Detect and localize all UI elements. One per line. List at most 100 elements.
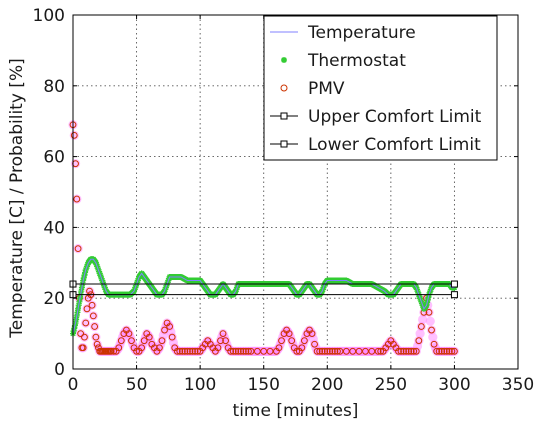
pmv-point xyxy=(219,330,227,338)
pmv-point xyxy=(326,347,334,355)
pmv-point xyxy=(298,344,306,352)
legend-item: Upper Comfort Limit xyxy=(270,107,482,127)
x-tick-label: 150 xyxy=(247,375,279,395)
pmv-point xyxy=(128,337,135,345)
legend-swatch-square xyxy=(280,140,288,148)
legend-label: Lower Comfort Limit xyxy=(308,135,481,155)
pmv-point xyxy=(311,340,318,348)
pmv-halo-point xyxy=(425,316,435,326)
pmv-point xyxy=(91,323,99,330)
x-tick-label: 350 xyxy=(502,375,534,395)
pmv-point xyxy=(133,347,140,355)
pmv-point xyxy=(74,245,82,253)
pmv-point xyxy=(331,347,339,355)
pmv-point xyxy=(178,347,186,355)
pmv-point xyxy=(189,347,196,355)
x-tick-label: 100 xyxy=(184,375,216,395)
pmv-point xyxy=(191,347,199,355)
pmv-point xyxy=(166,323,174,330)
legend: Temperature Thermostat PMV Upper Comfort Li… xyxy=(263,15,498,161)
pmv-point xyxy=(145,333,153,341)
y-axis-title: Temperature [C] / Probability [%] xyxy=(7,58,27,338)
pmv-point xyxy=(82,319,90,327)
pmv-point xyxy=(430,340,438,348)
pmv-point xyxy=(92,333,100,341)
pmv-point xyxy=(161,326,168,334)
pmv-point xyxy=(140,337,148,345)
pmv-point xyxy=(301,337,308,345)
pmv-point xyxy=(125,330,133,338)
pmv-point xyxy=(239,347,247,355)
pmv-point xyxy=(217,337,224,345)
legend-box xyxy=(263,15,498,161)
y-tick-label: 80 xyxy=(43,77,65,97)
pmv-point xyxy=(374,347,382,355)
pmv-point xyxy=(266,347,274,355)
x-tick-label: 250 xyxy=(375,375,407,395)
pmv-point xyxy=(232,347,240,355)
legend-item: Lower Comfort Limit xyxy=(270,135,481,155)
pmv-point xyxy=(435,347,443,355)
pmv-point xyxy=(176,347,184,355)
y-tick-label: 40 xyxy=(43,218,65,238)
pmv-point xyxy=(194,347,202,355)
pmv-point xyxy=(237,347,245,355)
pmv-point xyxy=(425,308,433,316)
pmv-point xyxy=(77,330,85,338)
pmv-series xyxy=(69,121,458,355)
pmv-point xyxy=(227,347,235,355)
pmv-halo-point xyxy=(428,332,438,342)
pmv-point xyxy=(368,347,376,355)
pmv-point xyxy=(397,347,405,355)
pmv-point xyxy=(445,347,453,355)
pmv-point xyxy=(115,344,123,352)
pmv-point xyxy=(214,344,222,352)
pmv-point xyxy=(107,347,115,355)
pmv-point xyxy=(318,347,326,355)
pmv-point xyxy=(334,347,341,355)
pmv-point xyxy=(173,347,181,355)
axes-box xyxy=(72,14,519,370)
pmv-point xyxy=(242,347,250,355)
pmv-point xyxy=(443,347,451,355)
legend-swatch-circle xyxy=(280,84,288,92)
pmv-point xyxy=(321,347,329,355)
pmv-point xyxy=(184,347,191,355)
legend-swatch-star xyxy=(281,57,287,63)
pmv-point xyxy=(110,347,118,355)
legend-label: Upper Comfort Limit xyxy=(308,107,482,127)
pmv-point xyxy=(253,347,261,355)
pmv-point xyxy=(355,347,363,355)
pmv-point xyxy=(229,347,237,355)
pmv-point xyxy=(433,347,441,355)
x-tick-label: 300 xyxy=(438,375,470,395)
pmv-point xyxy=(222,337,229,345)
pmv-point xyxy=(275,344,283,352)
pmv-point xyxy=(400,347,407,355)
x-axis-title: time [minutes] xyxy=(233,401,359,421)
legend-swatch-square xyxy=(280,112,288,120)
pmv-point xyxy=(402,347,410,355)
legend-label: Thermostat xyxy=(307,51,406,71)
pmv-point xyxy=(79,344,87,352)
pmv-point xyxy=(448,347,456,355)
pmv-point xyxy=(168,333,176,341)
pmv-point xyxy=(349,347,357,355)
pmv-point xyxy=(293,347,301,355)
y-tick-label: 100 xyxy=(33,6,65,26)
pmv-point xyxy=(412,347,420,355)
pmv-point xyxy=(83,305,91,313)
pmv-point xyxy=(407,347,415,355)
pmv-point xyxy=(451,347,458,355)
pmv-point xyxy=(410,347,418,355)
pmv-point xyxy=(117,337,125,345)
pmv-point xyxy=(438,347,446,355)
legend-label: Temperature xyxy=(307,23,416,43)
pmv-point xyxy=(313,347,321,355)
legend-item: Temperature xyxy=(270,23,416,43)
pmv-point xyxy=(247,347,255,355)
pmv-point xyxy=(415,337,423,345)
pmv-point xyxy=(278,337,285,345)
pmv-point xyxy=(308,330,316,338)
pmv-point xyxy=(89,312,97,320)
